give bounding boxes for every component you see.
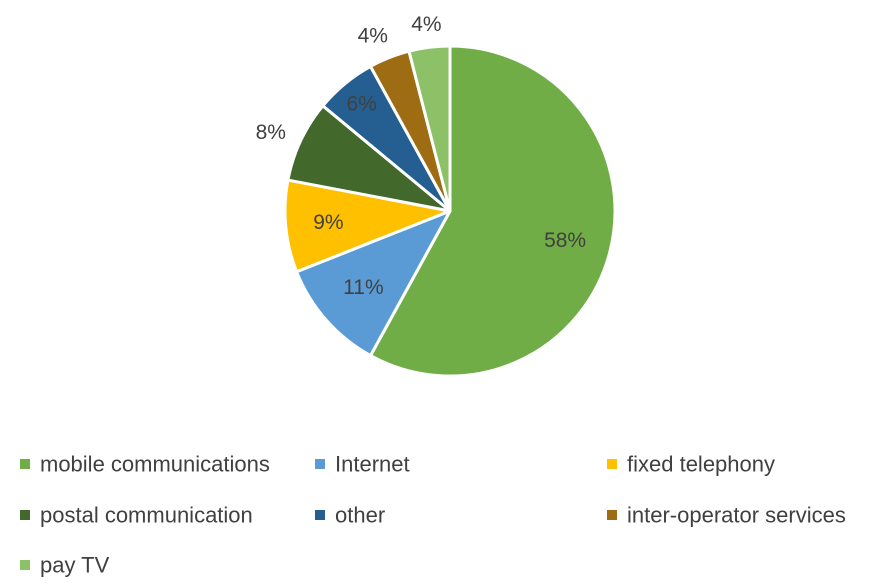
legend-label: other — [335, 503, 385, 528]
legend-swatch — [20, 560, 30, 570]
pie-slice-mobile-communications — [369, 44, 617, 378]
legend-label: postal communication — [40, 503, 253, 528]
pie-slices — [283, 44, 617, 378]
legend-label: inter-operator services — [627, 503, 846, 528]
data-label: 6% — [347, 93, 377, 116]
legend-item: pay TV — [20, 553, 110, 578]
legend-item: postal communication — [20, 503, 253, 528]
data-label: 58% — [544, 229, 586, 252]
legend-item: inter-operator services — [607, 503, 846, 528]
data-label: 4% — [411, 13, 441, 36]
legend-label: pay TV — [40, 553, 110, 578]
data-label: 11% — [343, 276, 383, 299]
pie-slice-pay-tv — [407, 44, 452, 213]
data-label: 8% — [256, 121, 286, 144]
legend-swatch — [20, 459, 30, 469]
legend-swatch — [20, 510, 30, 520]
legend-item: mobile communications — [20, 452, 270, 477]
legend-label: mobile communications — [40, 452, 270, 477]
legend-item: Internet — [315, 452, 410, 477]
legend-swatch — [315, 459, 325, 469]
legend-label: fixed telephony — [627, 452, 775, 477]
legend-label: Internet — [335, 452, 410, 477]
pie-slice-internet — [295, 209, 452, 358]
legend-swatch — [607, 510, 617, 520]
legend: mobile communications Internet fixed telep… — [20, 452, 846, 578]
legend-swatch — [607, 459, 617, 469]
legend-item: fixed telephony — [607, 452, 775, 477]
data-label: 4% — [358, 25, 388, 48]
legend-swatch — [315, 510, 325, 520]
legend-item: other — [315, 503, 385, 528]
slice-labels: 58% 11% 9% 8% 6% 4% 4% — [256, 13, 586, 299]
pie-slice-fixed-telephony — [283, 178, 452, 274]
data-label: 9% — [313, 211, 343, 234]
